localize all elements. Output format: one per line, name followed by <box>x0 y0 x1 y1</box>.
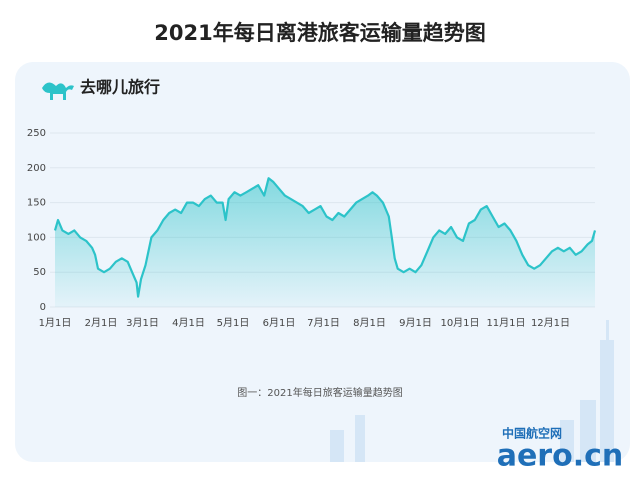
logo-icon <box>42 82 74 100</box>
x-tick-label: 1月1日 <box>39 317 72 329</box>
skyline <box>330 320 614 462</box>
brand: 去哪儿旅行 <box>80 78 160 97</box>
watermark-site: 中国航空网 <box>502 426 562 441</box>
y-tick-label: 0 <box>40 302 46 313</box>
y-tick-label: 150 <box>27 198 46 209</box>
x-tick-label: 3月1日 <box>126 317 159 329</box>
line <box>53 177 597 298</box>
x-tick-label: 8月1日 <box>353 317 386 329</box>
x-tick-label: 12月1日 <box>531 317 570 329</box>
y-tick-label: 200 <box>27 163 46 174</box>
caption: 图一：2021年每日旅客运输量趋势图 <box>237 386 402 399</box>
x-tick-label: 2月1日 <box>85 317 118 329</box>
x-tick-label: 9月1日 <box>399 317 432 329</box>
x-tick-label: 10月1日 <box>440 317 479 329</box>
area <box>55 178 595 307</box>
y-tick-label: 250 <box>27 128 46 139</box>
x-tick-label: 5月1日 <box>217 317 250 329</box>
watermark-domain: aero.cn <box>497 439 624 474</box>
title: 2021年每日离港旅客运输量趋势图 <box>154 21 485 45</box>
y-tick-label: 100 <box>27 232 46 243</box>
x-tick-label: 4月1日 <box>172 317 205 329</box>
x-tick-label: 11月1日 <box>486 317 525 329</box>
y-tick-label: 50 <box>33 267 46 278</box>
x-tick-label: 7月1日 <box>307 317 340 329</box>
x-tick-label: 6月1日 <box>263 317 296 329</box>
